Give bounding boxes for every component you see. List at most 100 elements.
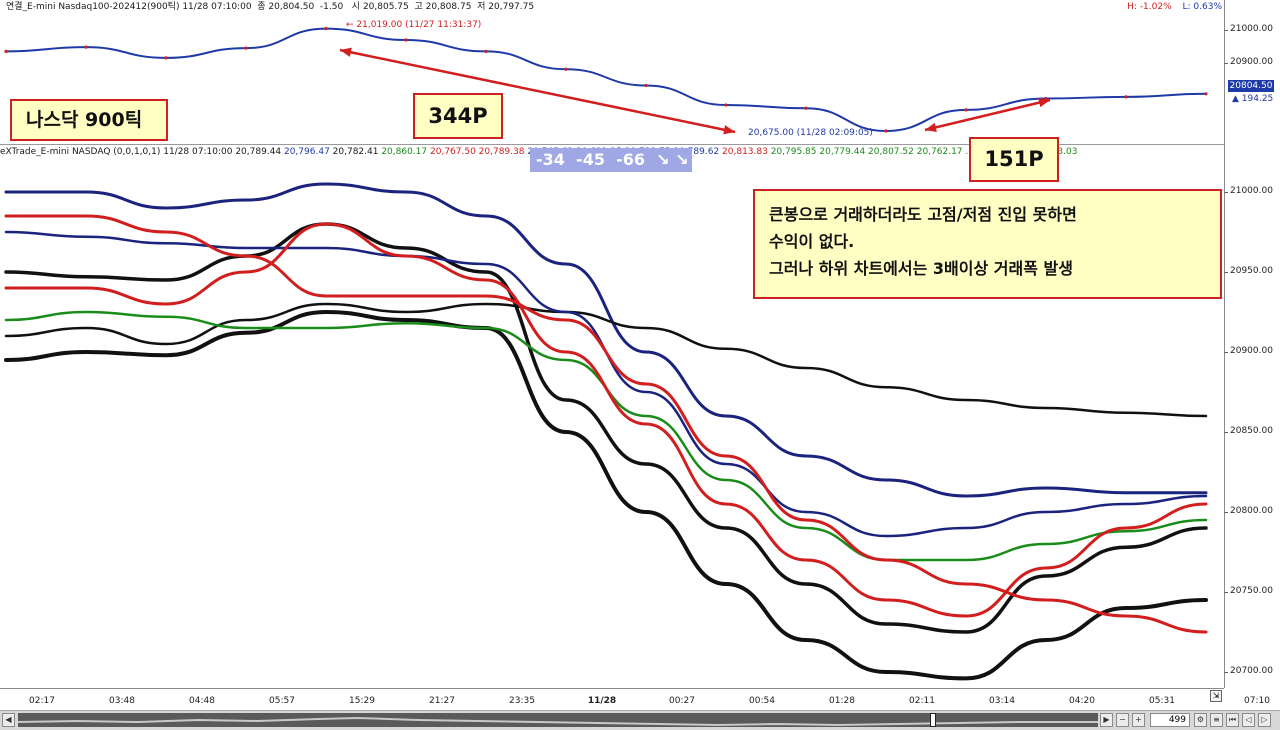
time-tick-label: 01:28 bbox=[829, 696, 855, 706]
axis-tick-label: 20850.00 bbox=[1230, 426, 1273, 436]
time-tick-label: 02:17 bbox=[29, 696, 55, 706]
time-tick-label: 23:35 bbox=[509, 696, 535, 706]
high-low-percent: H: -1.02% L: 0.63% bbox=[1127, 0, 1222, 14]
settings-icon[interactable]: ⚙ bbox=[1194, 713, 1207, 727]
price-point bbox=[244, 46, 248, 50]
time-tick-label: 15:29 bbox=[349, 696, 375, 706]
time-tick-label: 21:27 bbox=[429, 696, 455, 706]
zoom-in-icon[interactable]: + bbox=[1132, 713, 1145, 727]
indicator-line bbox=[4, 302, 1208, 418]
time-tick-label: 03:14 bbox=[989, 696, 1015, 706]
note-line: 큰봉으로 거래하더라도 고점/저점 진입 못하면 bbox=[769, 205, 1077, 224]
price-point bbox=[404, 38, 408, 42]
indicator-value: 20,789.62 bbox=[673, 147, 723, 157]
indicator-line bbox=[4, 310, 1208, 562]
zoom-out-icon[interactable]: − bbox=[1116, 713, 1129, 727]
indicator-line bbox=[4, 222, 1208, 634]
price-point bbox=[644, 83, 648, 88]
scroll-overview[interactable] bbox=[18, 713, 1098, 727]
high-percent: H: -1.02% bbox=[1127, 2, 1172, 12]
note-line: 수익이 없다. bbox=[769, 232, 855, 251]
panel-separator[interactable] bbox=[0, 144, 1224, 145]
range-344-box: 344P bbox=[413, 93, 503, 139]
current-price-change: ▲ 194.25 bbox=[1232, 94, 1274, 104]
nasdaq-label-box: 나스닥 900틱 bbox=[10, 99, 168, 141]
note-line: 그러나 하위 차트에서는 3배이상 거래폭 발생 bbox=[769, 259, 1073, 278]
price-point bbox=[884, 129, 888, 133]
time-tick-label: 11/28 bbox=[587, 696, 617, 706]
axis-tick-label: 20950.00 bbox=[1230, 266, 1273, 276]
scroll-thumb[interactable] bbox=[930, 713, 936, 727]
time-tick-label: 04:48 bbox=[189, 696, 215, 706]
axis-tick bbox=[1224, 592, 1228, 593]
zoom-icon[interactable]: ⇲ bbox=[1210, 690, 1222, 702]
indicator-line bbox=[4, 222, 1208, 618]
axis-tick-label: 20750.00 bbox=[1230, 586, 1273, 596]
indicator-header-prefix: eXTrade_E-mini NASDAQ (0,0,1,0,1) 11/28 … bbox=[0, 147, 236, 157]
axis-tick-label: 20700.00 bbox=[1230, 666, 1273, 676]
nav-first-icon[interactable]: ⏮ bbox=[1226, 713, 1239, 727]
nav-prev-icon[interactable]: ◁ bbox=[1242, 713, 1255, 727]
axis-tick bbox=[1224, 352, 1228, 353]
axis-tick-label: 21000.00 bbox=[1230, 24, 1273, 35]
indicator-value: 20,789.38 bbox=[478, 147, 528, 157]
arrow-151 bbox=[924, 98, 1051, 132]
time-tick-label: 05:57 bbox=[269, 696, 295, 706]
bar-count-input[interactable]: 499 bbox=[1150, 713, 1190, 727]
price-point bbox=[324, 27, 328, 31]
indicator-value: 20,782.41 bbox=[332, 147, 382, 157]
nav-next-icon[interactable]: ▷ bbox=[1258, 713, 1271, 727]
price-point bbox=[804, 106, 808, 110]
indicator-value: 20,813.83 bbox=[722, 147, 771, 157]
axis-tick bbox=[1224, 192, 1228, 193]
indicator-line bbox=[4, 214, 1208, 634]
price-point bbox=[1204, 92, 1208, 96]
price-panel-header: 연결_E-mini Nasdaq100-202412(900틱) 11/28 0… bbox=[6, 2, 535, 12]
indicator-line bbox=[4, 182, 1208, 498]
axis-tick-label: 20800.00 bbox=[1230, 506, 1273, 516]
current-price-tag: 20804.50 bbox=[1228, 80, 1274, 92]
axis-tick bbox=[1224, 432, 1228, 433]
time-tick-label: 00:54 bbox=[749, 696, 775, 706]
axis-tick bbox=[1224, 512, 1228, 513]
indicator-value: 20,807.52 bbox=[868, 147, 917, 157]
axis-tick-label: 20900.00 bbox=[1230, 346, 1273, 356]
price-point bbox=[964, 108, 968, 112]
indicator-line bbox=[4, 309, 1208, 681]
arrow-344 bbox=[339, 48, 736, 134]
low-percent: L: 0.63% bbox=[1182, 2, 1223, 12]
axis-tick-label: 21000.00 bbox=[1230, 186, 1273, 196]
price-point bbox=[164, 56, 168, 60]
price-line bbox=[5, 27, 1207, 133]
time-tick-label: 00:27 bbox=[669, 696, 695, 706]
axis-tick bbox=[1224, 272, 1228, 273]
price-point bbox=[4, 49, 8, 53]
note-box: 큰봉으로 거래하더라도 고점/저점 진입 못하면 수익이 없다. 그러나 하위 … bbox=[753, 189, 1222, 299]
axis-tick-label: 20900.00 bbox=[1230, 56, 1273, 67]
overview-sparkline bbox=[18, 716, 1098, 727]
price-point bbox=[1124, 95, 1128, 99]
range-151-box: 151P bbox=[969, 137, 1059, 182]
axis-tick bbox=[1224, 62, 1228, 64]
corner-time: 07:10 bbox=[1244, 696, 1270, 706]
axis-tick bbox=[1224, 30, 1228, 32]
axis-tick bbox=[1224, 672, 1228, 673]
low-annotation: 20,675.00 (11/28 02:09:05) bbox=[748, 128, 873, 138]
indicator-value: 20,767.50 bbox=[430, 147, 479, 157]
price-axis[interactable] bbox=[1224, 0, 1280, 688]
overlay-number-tag: -34 -45 -66 ↘ ↘ bbox=[530, 148, 692, 172]
indicator-value: 20,795.85 bbox=[770, 147, 820, 157]
price-point bbox=[484, 49, 488, 53]
indicator-value: 20,762.17 bbox=[916, 147, 966, 157]
time-tick-label: 02:11 bbox=[909, 696, 935, 706]
time-tick-label: 04:20 bbox=[1069, 696, 1095, 706]
chart-menu-icon[interactable]: ≡ bbox=[1210, 713, 1223, 727]
scroll-right-icon[interactable]: ▶ bbox=[1100, 713, 1113, 727]
scroll-left-icon[interactable]: ◀ bbox=[2, 713, 15, 727]
time-axis[interactable] bbox=[0, 688, 1224, 711]
price-point bbox=[84, 45, 88, 49]
indicator-line bbox=[4, 230, 1208, 538]
time-tick-label: 03:48 bbox=[109, 696, 135, 706]
price-point bbox=[564, 67, 568, 71]
high-annotation: ← 21,019.00 (11/27 11:31:37) bbox=[346, 20, 482, 30]
